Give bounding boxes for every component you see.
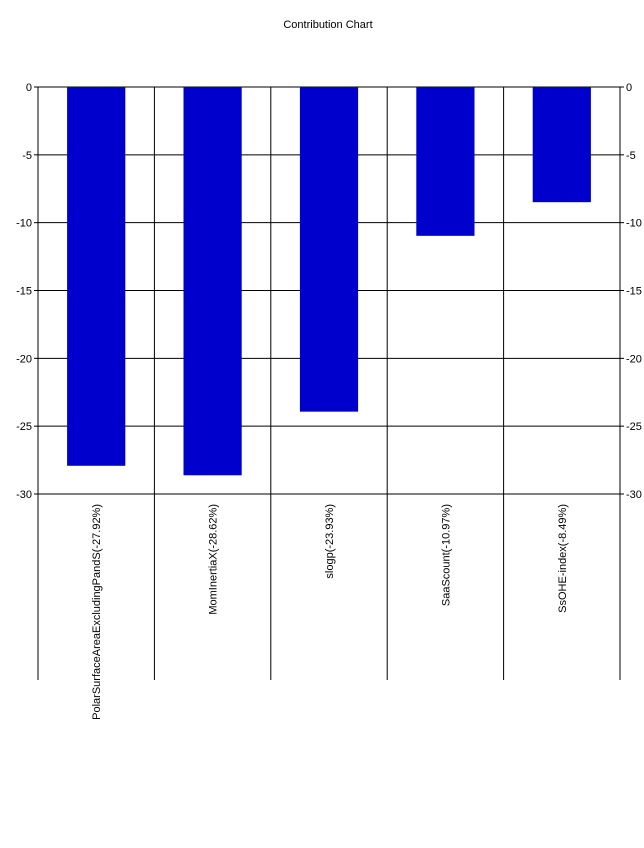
category-label-1: MomInertiaX(-28.62%) [208, 504, 220, 615]
y-tick-left-0: 0 [26, 82, 32, 94]
bar-4 [532, 87, 591, 203]
y-axis-right: 0 -5 -10 -15 -20 -25 -30 [620, 82, 642, 501]
y-tick-left-5: -25 [16, 421, 32, 433]
category-label-0: PolarSurfaceAreaExcludingPandS(-27.92%) [91, 504, 103, 720]
y-axis-left: 0 -5 -10 -15 -20 -25 -30 [16, 82, 38, 501]
bar-0 [67, 87, 126, 466]
y-tick-right-2: -10 [626, 218, 642, 230]
y-tick-left-6: -30 [16, 489, 32, 501]
y-tick-right-5: -25 [626, 421, 642, 433]
y-tick-right-0: 0 [626, 82, 632, 94]
y-tick-left-2: -10 [16, 218, 32, 230]
bar-1 [183, 87, 242, 476]
x-axis-categories: PolarSurfaceAreaExcludingPandS(-27.92%) M… [91, 504, 569, 720]
y-tick-right-3: -15 [626, 286, 642, 298]
y-tick-right-6: -30 [626, 489, 642, 501]
bar-2 [299, 87, 359, 412]
bar-3 [416, 87, 475, 236]
y-tick-left-4: -20 [16, 353, 32, 365]
y-tick-right-1: -5 [626, 150, 636, 162]
y-tick-left-3: -15 [16, 286, 32, 298]
category-label-4: SsOHE-index(-8.49%) [557, 504, 569, 613]
category-label-3: SaaScount(-10.97%) [440, 504, 452, 606]
chart-title: Contribution Chart [283, 19, 372, 31]
y-tick-right-4: -20 [626, 353, 642, 365]
bars [67, 87, 591, 476]
category-label-2: slogp(-23.93%) [324, 504, 336, 579]
y-tick-left-1: -5 [22, 150, 32, 162]
